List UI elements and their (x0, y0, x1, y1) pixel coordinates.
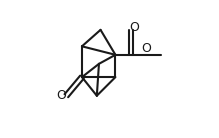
Text: O: O (141, 42, 151, 55)
Text: O: O (130, 21, 140, 34)
Text: O: O (56, 89, 66, 102)
